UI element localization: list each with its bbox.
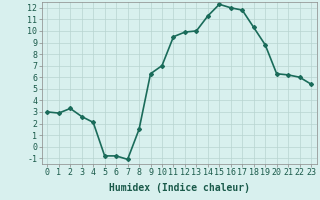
X-axis label: Humidex (Indice chaleur): Humidex (Indice chaleur) — [109, 183, 250, 193]
